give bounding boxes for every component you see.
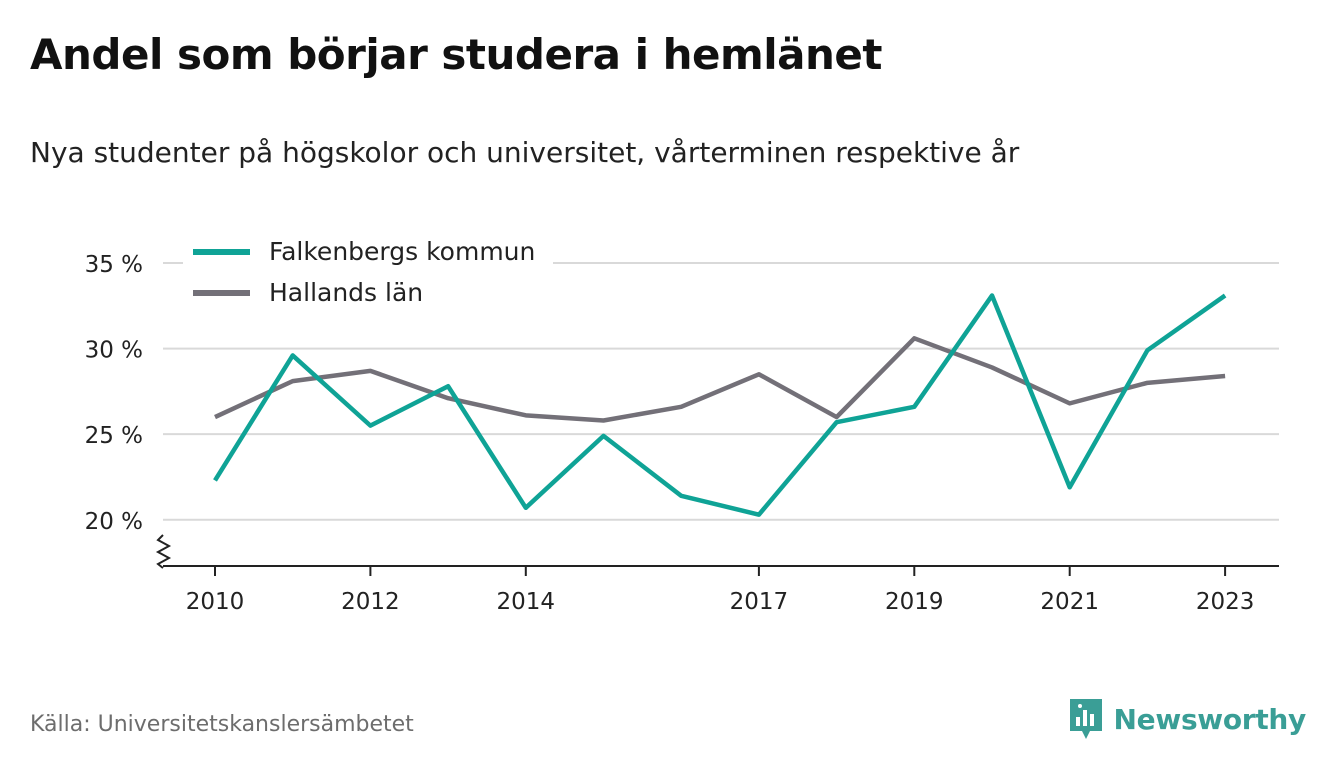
legend-background <box>183 232 553 314</box>
axis-break-icon <box>155 534 172 569</box>
x-tick-label: 2019 <box>885 589 944 615</box>
series-line-0 <box>213 293 1227 517</box>
x-tick-label: 2012 <box>341 589 400 615</box>
x-tick-label: 2010 <box>186 589 245 615</box>
x-tick-label: 2021 <box>1040 589 1099 615</box>
x-tick-label: 2014 <box>497 589 556 615</box>
source-note: Källa: Universitetskanslersämbetet <box>30 712 414 737</box>
x-tick-label: 2023 <box>1196 589 1255 615</box>
y-tick-label: 25 % <box>85 423 143 449</box>
brand-logo: Newsworthy <box>1068 697 1306 741</box>
x-tick-label: 2017 <box>730 589 789 615</box>
series-line-1 <box>214 336 1226 423</box>
y-tick-label: 30 % <box>85 338 143 364</box>
brand-name: Newsworthy <box>1113 702 1307 736</box>
legend-label: Hallands län <box>269 278 423 307</box>
legend-label: Falkenbergs kommun <box>269 237 535 266</box>
chart-subtitle: Nya studenter på högskolor och universit… <box>30 136 1020 169</box>
chart-logo-icon <box>1069 699 1102 739</box>
y-tick-label: 20 % <box>85 509 143 535</box>
chart-title: Andel som börjar studera i hemlänet <box>30 30 883 79</box>
y-tick-label: 35 % <box>85 252 143 278</box>
